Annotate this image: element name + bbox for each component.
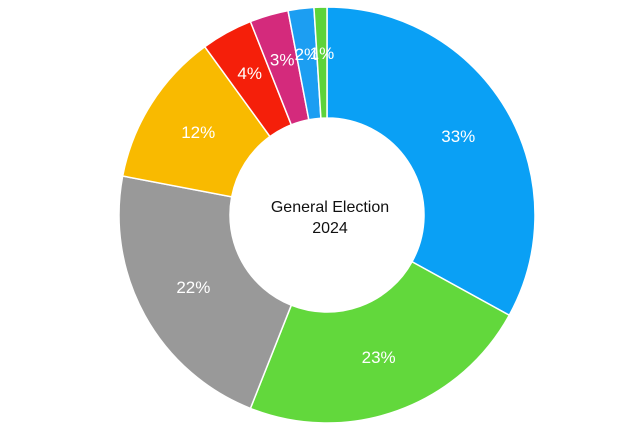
donut-slice-8 xyxy=(313,6,328,119)
donut-slice-3 xyxy=(118,175,293,410)
center-title-line2: 2024 xyxy=(312,220,348,237)
center-title-line1: General Election xyxy=(270,199,390,216)
slice-label-5: 4% xyxy=(237,64,262,83)
donut-slice-2 xyxy=(249,260,511,424)
slice-label-7: 2% xyxy=(295,45,320,64)
donut-slice-4 xyxy=(121,45,272,198)
center-title: General Election 2024 xyxy=(240,197,420,239)
slice-label-8: 1% xyxy=(310,44,335,63)
slice-label-3: 22% xyxy=(176,278,210,297)
donut-slice-1 xyxy=(326,6,536,317)
slice-label-6: 3% xyxy=(270,50,295,69)
slice-label-1: 33% xyxy=(441,127,475,146)
slice-label-2: 23% xyxy=(362,348,396,367)
slice-label-4: 12% xyxy=(181,123,215,142)
